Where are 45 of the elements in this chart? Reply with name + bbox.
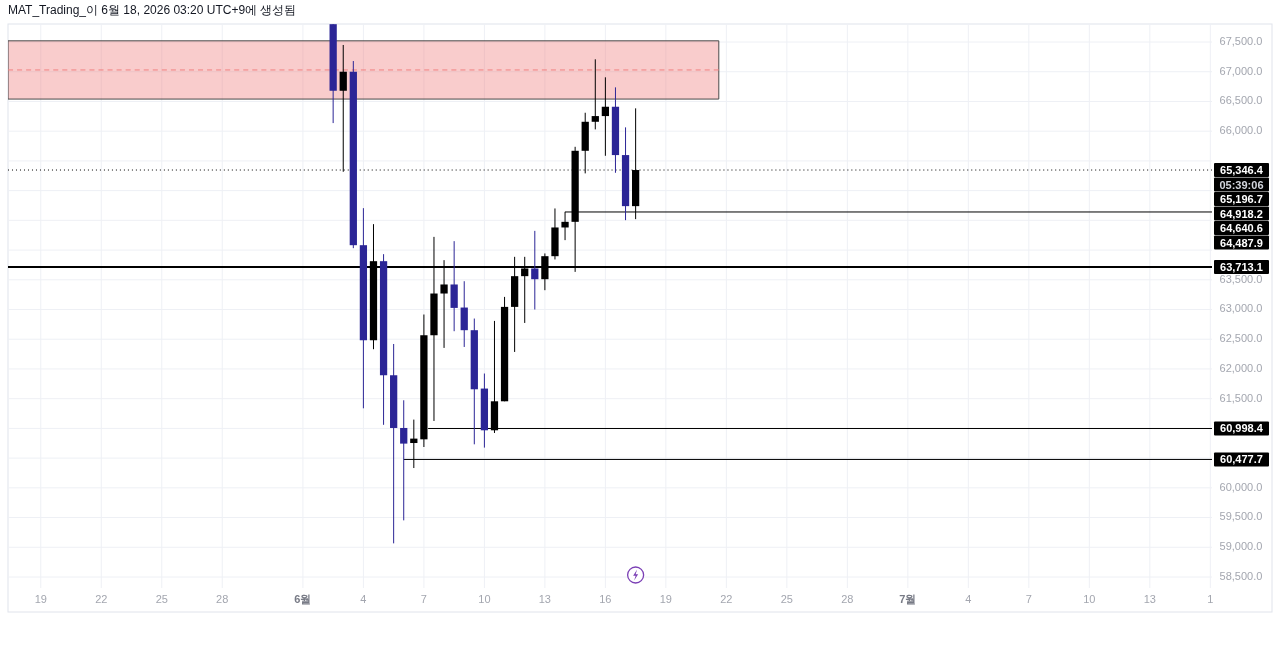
y-tick: 59,500.0 [1219,510,1263,523]
x-tick: 13 [538,592,551,605]
y-tick: 62,500.0 [1219,332,1263,345]
x-tick: 22 [95,592,108,605]
x-tick: 28 [216,592,229,605]
x-tick: 25 [780,592,793,605]
x-tick: 7 [420,592,427,605]
x-tick: 1 [1207,592,1214,605]
x-tick: 19 [659,592,672,605]
x-tick: 28 [841,592,854,605]
y-tick: 67,000.0 [1219,64,1263,77]
price-label: 63,713.1 [1214,260,1269,275]
data-label: 64,640.6 [1220,222,1263,235]
x-tick: 22 [720,592,733,605]
x-tick: 16 [599,592,612,605]
x-tick: 13 [1143,592,1156,605]
price-label: 64,640.6 [1214,221,1269,236]
x-tick: 6월 [294,592,312,605]
y-tick: 58,500.0 [1219,569,1263,582]
x-tick: 10 [478,592,491,605]
x-tick: 25 [155,592,168,605]
x-tick: 4 [965,592,972,605]
data-label: 60,998.4 [1220,422,1264,435]
x-tick: 10 [1083,592,1096,605]
y-tick: 62,000.0 [1219,361,1263,374]
x-tick: 19 [34,592,47,605]
y-tick: 61,500.0 [1219,391,1263,404]
y-tick: 67,500.0 [1219,34,1263,47]
price-label: 65,346.4 [1214,163,1269,178]
y-tick: 59,000.0 [1219,540,1263,553]
x-tick: 7월 [899,592,917,605]
ref-line-label: 63,713.1 [1220,261,1263,274]
y-tick: 60,000.0 [1219,480,1263,493]
ref-line-label: 65,346.4 [1220,164,1264,177]
x-tick: 7 [1025,592,1032,605]
y-tick: 63,000.0 [1219,302,1263,315]
y-tick: 63,500.0 [1219,272,1263,285]
y-tick: 66,000.0 [1219,124,1263,137]
price-note: 65,196.7 [1214,192,1269,207]
title: MAT_Trading_이 6월 18, 2026 03:20 UTC+9에 생성됨 [8,3,297,17]
price-label: 60,998.4 [1214,421,1269,436]
price-label: 60,477.7 [1214,452,1269,467]
data-label: 60,477.7 [1220,453,1263,466]
y-tick: 66,500.0 [1219,94,1263,107]
x-tick: 4 [360,592,367,605]
